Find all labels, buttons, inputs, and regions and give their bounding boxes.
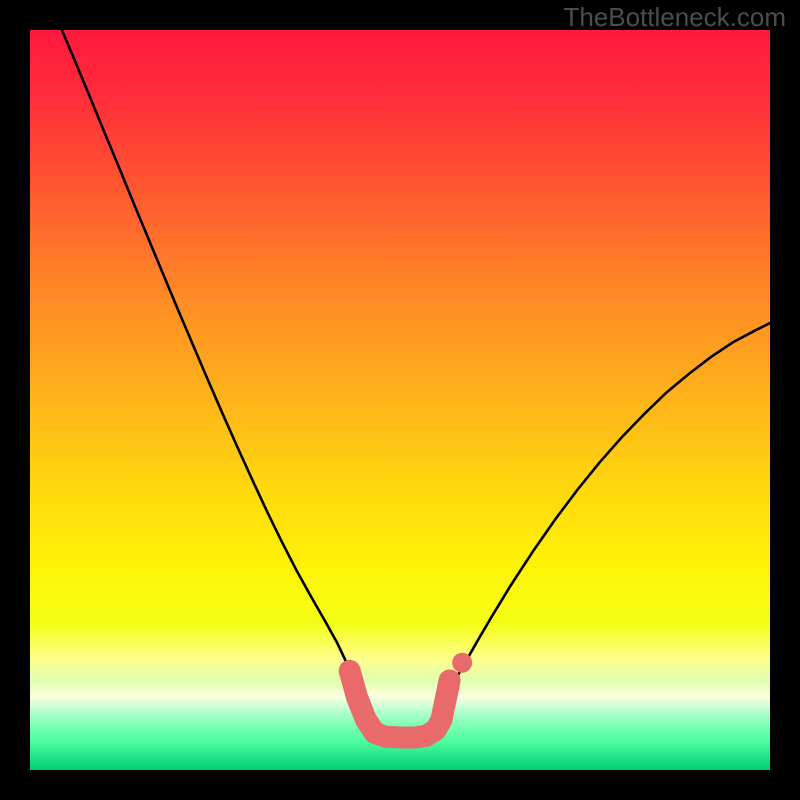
plot-area (30, 30, 770, 770)
valley-marker (350, 671, 450, 738)
chart-svg (30, 30, 770, 770)
watermark-label: TheBottleneck.com (563, 2, 786, 33)
valley-marker-dot (452, 653, 472, 673)
curve-right (456, 323, 771, 680)
curve-left (62, 30, 354, 683)
